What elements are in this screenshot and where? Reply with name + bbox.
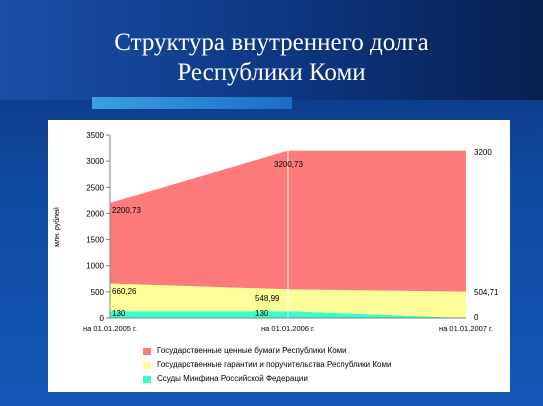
y-axis-title: млн. рублей <box>53 207 61 247</box>
legend: Государственные ценные бумаги Республики… <box>143 344 443 386</box>
slide-title: Структура внутреннего долга Республики К… <box>0 28 543 88</box>
data-label: 130 <box>112 309 126 318</box>
data-label: 548,99 <box>255 294 280 303</box>
y-tick-label: 2000 <box>86 209 104 218</box>
y-tick-label: 3000 <box>86 157 104 166</box>
data-label: 0 <box>474 313 479 322</box>
legend-item: Государственные ценные бумаги Республики… <box>143 344 443 358</box>
data-label: 2200,73 <box>112 206 141 215</box>
y-tick-label: 1000 <box>86 262 104 271</box>
slide-title-line1: Структура внутреннего долга <box>114 29 429 56</box>
y-tick-label: 1500 <box>86 236 104 245</box>
x-tick-label: на 01.01.2006 г. <box>261 324 315 333</box>
data-label: 3200 <box>474 148 492 157</box>
y-tick-label: 3500 <box>86 131 104 140</box>
slide-title-line2: Республики Коми <box>177 59 366 86</box>
y-tick-label: 500 <box>91 288 105 297</box>
x-tick-label: на 01.01.2007 г. <box>439 324 493 333</box>
data-label: 660,26 <box>112 287 137 296</box>
data-label: 3200,73 <box>274 160 303 169</box>
y-tick-label: 0 <box>100 314 105 323</box>
accent-bar <box>92 97 292 109</box>
x-tick-label: на 01.01.2005 г. <box>83 324 137 333</box>
legend-item: Ссуды Минфина Российской Федерации <box>143 372 443 386</box>
legend-swatch <box>143 347 151 355</box>
data-label: 504,71 <box>474 288 499 297</box>
legend-swatch <box>143 375 151 383</box>
title-band <box>0 0 543 100</box>
legend-label: Государственные ценные бумаги Республики… <box>157 346 347 355</box>
legend-swatch <box>143 361 151 369</box>
data-label: 130 <box>255 309 269 318</box>
legend-item: Государственные гарантии и поручительств… <box>143 358 443 372</box>
y-tick-label: 2500 <box>86 183 104 192</box>
legend-label: Ссуды Минфина Российской Федерации <box>157 374 308 383</box>
legend-label: Государственные гарантии и поручительств… <box>157 360 392 369</box>
